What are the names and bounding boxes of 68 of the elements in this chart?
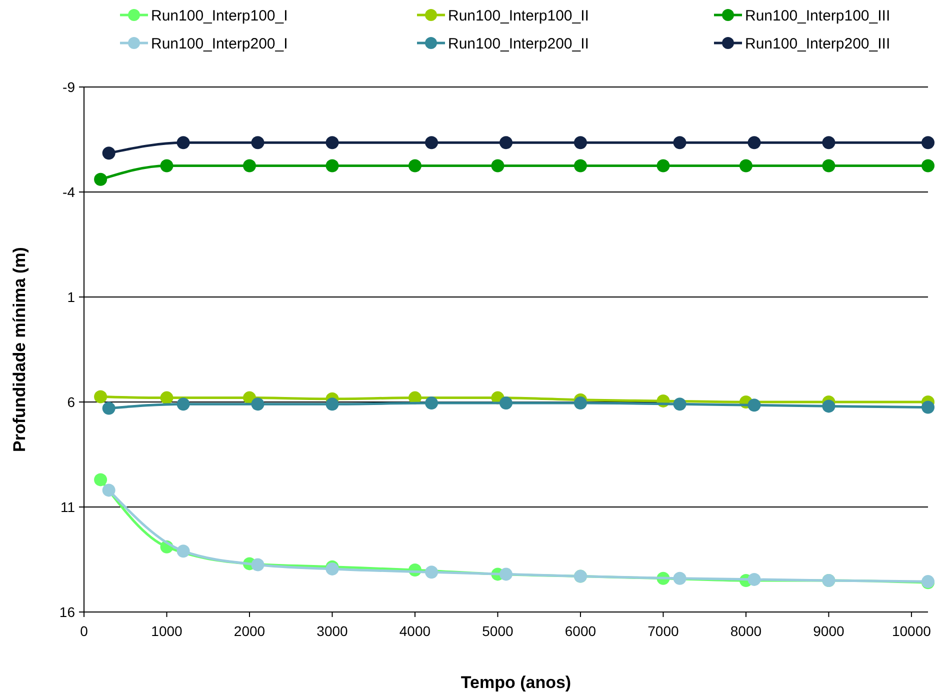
x-tick-label: 4000 xyxy=(399,623,431,639)
point xyxy=(748,398,761,412)
point xyxy=(94,390,108,404)
y-tick-label: -4 xyxy=(62,184,76,200)
y-axis-title: Profundidade mínima (m) xyxy=(10,247,29,452)
point xyxy=(673,398,686,411)
legend-label: Run100_Interp200_II xyxy=(448,35,589,52)
point xyxy=(673,572,686,585)
point xyxy=(251,136,264,150)
x-tick-label: 3000 xyxy=(316,623,348,639)
y-tick-label: 11 xyxy=(60,498,76,515)
point xyxy=(822,159,836,172)
x-tick-label: 8000 xyxy=(730,623,762,639)
point xyxy=(102,402,116,415)
point xyxy=(922,159,934,172)
legend-label: Run100_Interp100_I xyxy=(151,7,288,24)
point xyxy=(160,391,174,404)
point xyxy=(922,400,934,414)
point xyxy=(922,136,934,150)
legend-label: Run100_Interp100_II xyxy=(448,7,589,24)
y-tick-label: 1 xyxy=(67,288,76,305)
x-tick-label: 9000 xyxy=(813,623,844,639)
point xyxy=(176,544,190,558)
point xyxy=(739,159,752,172)
point xyxy=(574,396,587,410)
point xyxy=(822,400,836,413)
point xyxy=(574,159,587,172)
x-axis-title: Tempo (anos) xyxy=(460,673,572,692)
point xyxy=(176,398,190,411)
point xyxy=(822,136,836,150)
legend-label: Run100_Interp200_I xyxy=(151,35,288,52)
point xyxy=(500,136,512,150)
x-tick-label: 6000 xyxy=(564,623,596,639)
x-tick-label: 7000 xyxy=(648,623,679,639)
x-tick-label: 2000 xyxy=(234,623,266,639)
point xyxy=(748,136,761,150)
point xyxy=(326,159,339,172)
y-tick-label: 16 xyxy=(59,604,76,620)
point xyxy=(425,566,438,579)
point xyxy=(500,396,512,410)
point xyxy=(326,398,339,411)
point xyxy=(251,558,264,572)
point xyxy=(94,172,108,186)
point xyxy=(491,159,504,172)
point xyxy=(673,136,686,150)
legend-label: Run100_Interp200_III xyxy=(745,35,890,52)
point xyxy=(102,146,116,160)
point xyxy=(574,136,587,150)
x-tick-label: 10000 xyxy=(892,623,932,639)
point xyxy=(94,473,108,486)
point xyxy=(656,159,670,172)
point xyxy=(242,159,256,172)
point xyxy=(160,159,174,172)
y-tick-label: 6 xyxy=(67,394,76,410)
point xyxy=(102,484,116,497)
point xyxy=(176,136,190,150)
point xyxy=(425,396,438,410)
x-tick-label: 1000 xyxy=(151,623,183,639)
point xyxy=(408,159,422,172)
y-tick-label: -9 xyxy=(62,78,76,95)
x-tick-label: 0 xyxy=(80,623,88,639)
point xyxy=(748,572,761,586)
point xyxy=(326,136,339,150)
legend-label: Run100_Interp100_III xyxy=(745,7,890,24)
point xyxy=(251,398,264,411)
x-tick-label: 5000 xyxy=(482,623,514,639)
point xyxy=(500,568,512,581)
point xyxy=(425,136,438,150)
